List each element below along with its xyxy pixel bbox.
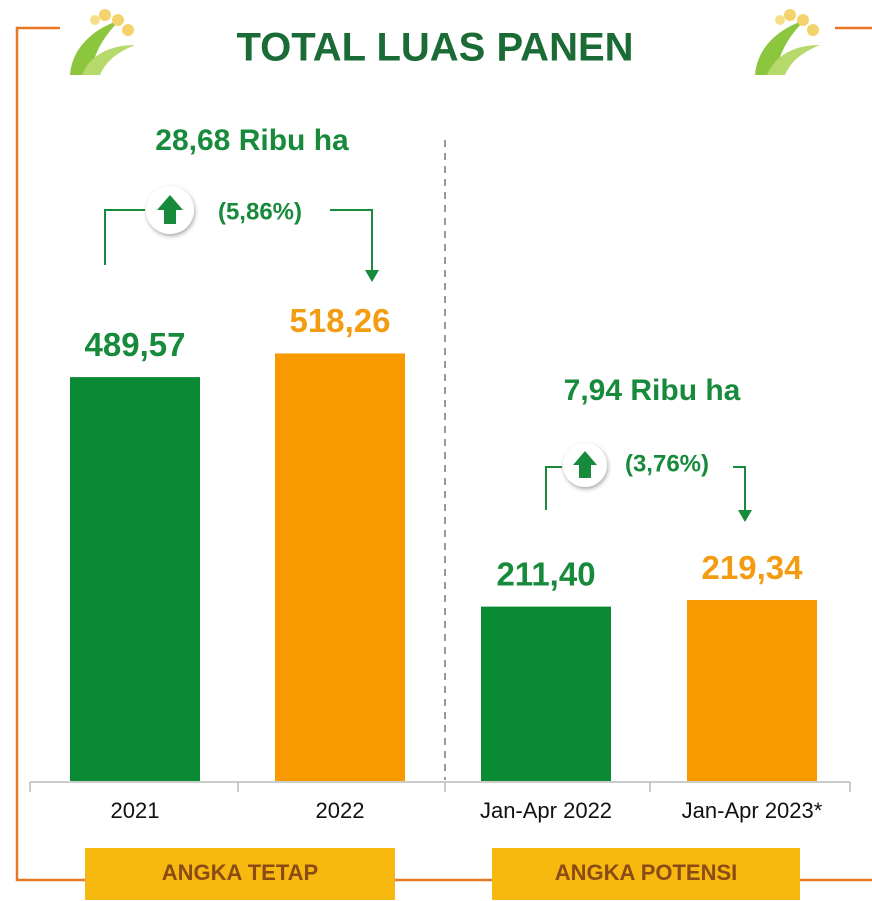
- bar: [481, 607, 611, 781]
- value-label: 219,34: [702, 549, 804, 586]
- x-tick-label: 2021: [111, 798, 160, 823]
- value-label: 211,40: [496, 555, 595, 592]
- rice-icon: [70, 9, 135, 75]
- page: {"chart_data": {"type": "bar", "title": …: [0, 0, 872, 901]
- bar: [70, 377, 200, 781]
- bracket: [546, 467, 562, 510]
- axis: [30, 782, 850, 792]
- arrow-head: [738, 510, 752, 522]
- bar: [687, 600, 817, 781]
- x-tick-label: Jan-Apr 2022: [480, 798, 612, 823]
- value-label: 518,26: [290, 302, 391, 339]
- chart: TOTAL LUAS PANEN 28,68 Ribu ha (5,86%) 7…: [0, 0, 872, 901]
- change-percent: (3,76%): [625, 450, 709, 477]
- chart-title: TOTAL LUAS PANEN: [236, 26, 633, 70]
- group-label: ANGKA TETAP: [162, 860, 318, 885]
- bracket: [105, 210, 145, 265]
- value-label: 489,57: [85, 326, 186, 363]
- change-amount: 28,68 Ribu ha: [155, 124, 349, 157]
- x-tick-label: 2022: [316, 798, 365, 823]
- bracket: [733, 467, 745, 512]
- arrow-head: [365, 270, 379, 282]
- bracket: [330, 210, 372, 272]
- change-percent: (5,86%): [218, 198, 302, 225]
- rice-icon: [755, 9, 820, 75]
- change-amount: 7,94 Ribu ha: [564, 374, 741, 407]
- x-tick-label: Jan-Apr 2023*: [682, 798, 823, 823]
- bar: [275, 353, 405, 781]
- group-label: ANGKA POTENSI: [555, 860, 738, 885]
